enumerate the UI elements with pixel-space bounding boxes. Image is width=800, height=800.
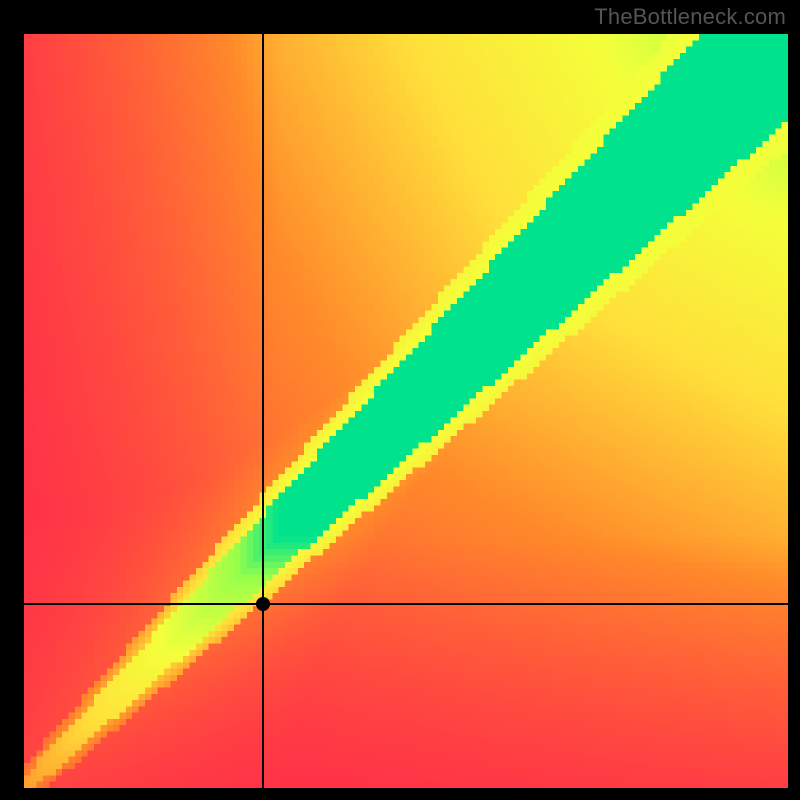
heatmap-canvas <box>24 34 788 788</box>
marker-dot <box>256 597 270 611</box>
attribution-text: TheBottleneck.com <box>594 4 786 30</box>
figure-container: TheBottleneck.com <box>0 0 800 800</box>
crosshair-horizontal <box>24 603 788 605</box>
crosshair-vertical <box>262 34 264 788</box>
